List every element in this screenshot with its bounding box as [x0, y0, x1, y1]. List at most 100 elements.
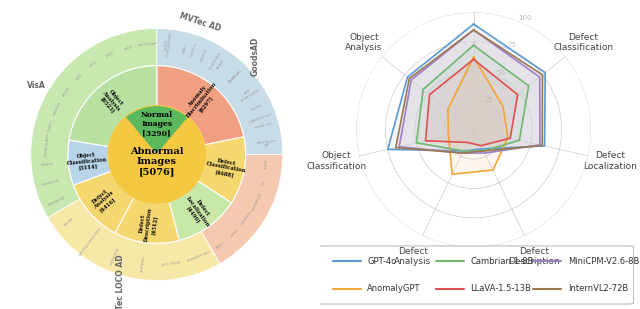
Text: Defect
Classification
[4688]: Defect Classification [4688] [204, 156, 247, 180]
GPT-4o [479, 147, 486, 151]
Cambrian-1-8B [480, 149, 488, 153]
Text: transistor: transistor [241, 210, 254, 226]
Text: pcb1: pcb1 [74, 72, 83, 81]
GPT-4o [470, 22, 477, 26]
GPT-4o [460, 149, 467, 153]
Line: Cambrian-1-8B: Cambrian-1-8B [417, 45, 529, 151]
AnomalyGPT [449, 172, 456, 176]
InternVL2-72B [470, 28, 477, 32]
Text: splicing connectors: splicing connectors [77, 227, 102, 257]
Text: juice bottle: juice bottle [161, 260, 181, 267]
Text: candle: candle [63, 217, 75, 227]
Text: candle: candle [61, 85, 72, 97]
Text: hazelnut: hazelnut [228, 70, 242, 83]
Text: Object
Classification
[3114]: Object Classification [3114] [66, 151, 108, 171]
MiniCPM-V2.6-8B [396, 145, 403, 149]
Wedge shape [74, 171, 134, 233]
AnomalyGPT [470, 55, 477, 59]
Text: cable: cable [182, 43, 189, 53]
InternVL2-72B [392, 146, 399, 149]
Text: toothbrush: toothbrush [251, 191, 263, 211]
Wedge shape [157, 66, 244, 145]
Text: food box: food box [189, 42, 198, 58]
Line: InternVL2-72B: InternVL2-72B [396, 30, 543, 153]
Polygon shape [417, 45, 529, 151]
InternVL2-72B [470, 28, 477, 32]
Polygon shape [448, 57, 508, 174]
Text: MVTec AD: MVTec AD [178, 11, 221, 33]
AnomalyGPT [444, 108, 452, 111]
Text: GPT-4o: GPT-4o [367, 257, 396, 266]
Circle shape [108, 106, 205, 203]
Cambrian-1-8B [460, 149, 467, 153]
LLaVA-1.5-13B [470, 57, 477, 61]
Polygon shape [426, 59, 518, 146]
AnomalyGPT [499, 104, 507, 108]
LLaVA-1.5-13B [477, 144, 485, 147]
Text: fryum: fryum [47, 120, 54, 132]
Text: pcb3: pcb3 [106, 51, 115, 58]
Text: pill: pill [264, 143, 269, 147]
Wedge shape [157, 28, 283, 264]
Text: bottle: bottle [164, 39, 169, 50]
Text: pushpins: pushpins [140, 256, 145, 272]
Cambrian-1-8B [413, 141, 420, 145]
Wedge shape [47, 199, 220, 281]
Text: InternVL2-72B: InternVL2-72B [568, 284, 628, 293]
Text: capsules: capsules [52, 100, 62, 116]
Text: macaroni1: macaroni1 [47, 195, 66, 207]
Text: wood: wood [230, 228, 239, 237]
Text: Defect
Description
[4512]: Defect Description [4512] [138, 206, 159, 242]
LLaVA-1.5-13B [470, 57, 477, 61]
MiniCPM-V2.6-8B [470, 28, 477, 32]
MiniCPM-V2.6-8B [481, 151, 489, 155]
Polygon shape [396, 30, 543, 153]
Text: cashew: cashew [40, 162, 54, 167]
Text: breakfast box: breakfast box [187, 250, 211, 263]
GPT-4o [541, 71, 549, 74]
Wedge shape [115, 197, 179, 243]
Text: macaroni2: macaroni2 [40, 179, 60, 188]
LLaVA-1.5-13B [426, 93, 433, 96]
AnomalyGPT [445, 134, 452, 138]
Text: drink can: drink can [227, 69, 242, 84]
Wedge shape [125, 106, 188, 154]
MiniCPM-V2.6-8B [458, 151, 466, 155]
Text: VisA: VisA [27, 81, 46, 90]
Wedge shape [31, 28, 157, 218]
Text: grid: grid [243, 87, 251, 95]
Text: leather: leather [250, 104, 263, 112]
Text: AnomalyGPT: AnomalyGPT [367, 284, 420, 293]
LLaVA-1.5-13B [422, 139, 429, 143]
GPT-4o [541, 144, 548, 148]
Text: Anomaly
Discrimination
[8297]: Anomaly Discrimination [8297] [180, 78, 221, 123]
Cambrian-1-8B [516, 138, 524, 142]
Text: pcb4: pcb4 [124, 45, 133, 51]
Text: pipe fryum: pipe fryum [138, 42, 157, 48]
Cambrian-1-8B [470, 43, 477, 47]
Wedge shape [69, 66, 157, 146]
Cambrian-1-8B [470, 43, 477, 47]
LLaVA-1.5-13B [463, 141, 471, 144]
Text: Cambrian-1-8B: Cambrian-1-8B [470, 257, 534, 266]
Wedge shape [157, 28, 283, 154]
Text: food bottle: food bottle [209, 52, 223, 70]
GPT-4o [470, 22, 477, 26]
Polygon shape [399, 30, 540, 153]
Text: zipper: zipper [214, 240, 226, 250]
Line: GPT-4o: GPT-4o [388, 24, 545, 151]
LLaVA-1.5-13B [506, 136, 514, 140]
Text: food package: food package [166, 33, 173, 57]
Text: carpet: carpet [215, 58, 225, 70]
Text: cigarette box: cigarette box [249, 112, 273, 124]
GPT-4o [384, 147, 392, 151]
Text: GoodsAD: GoodsAD [250, 37, 260, 76]
InternVL2-72B [406, 77, 413, 80]
LLaVA-1.5-13B [514, 93, 522, 96]
Text: chewing gum: chewing gum [44, 133, 50, 157]
MiniCPM-V2.6-8B [536, 143, 544, 147]
AnomalyGPT [504, 136, 512, 139]
Text: MiniCPM-V2.6-8B: MiniCPM-V2.6-8B [568, 257, 639, 266]
Cambrian-1-8B [525, 84, 532, 88]
Text: pcb2: pcb2 [89, 60, 99, 68]
